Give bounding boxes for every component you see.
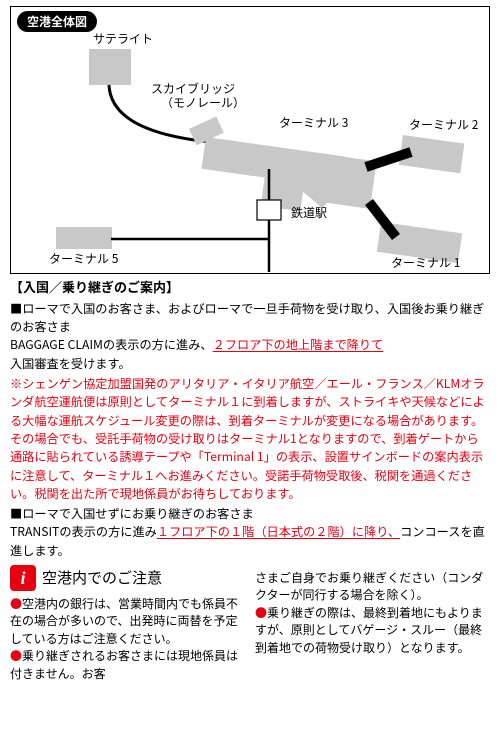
lbl-station: 鉄道駅 <box>291 204 327 221</box>
lbl-t1: ターミナル 1 <box>391 254 460 271</box>
p1-lead: ローマで入国のお客さま、およびローマで一旦手荷物を受け取り、入国後お乗り継ぎのお… <box>10 299 484 335</box>
guide-title: 【入国／乗り継ぎのご案内】 <box>10 278 490 297</box>
p1-body-c: 入国審査を受けます。 <box>10 354 131 372</box>
square-bullet-icon <box>10 299 22 317</box>
caution-right-cont: さまご自身でお乗り継ぎください（コンダクターが同行する場合を除く）。 <box>255 569 490 604</box>
square-bullet-icon <box>10 504 22 522</box>
lbl-satellite: サテライト <box>93 30 153 47</box>
map-title-badge: 空港全体図 <box>17 11 97 32</box>
p1-body-a: BAGGAGE CLAIMの表示の方に進み、 <box>10 335 213 353</box>
map-svg: サテライト スカイブリッジ （モノレール） ターミナル 3 ターミナル 2 鉄道… <box>11 7 489 273</box>
lbl-t5: ターミナル 5 <box>49 250 119 267</box>
schengen-text: ※シェンゲン協定加盟国発のアリタリア・イタリア航空／エール・フランス／KLMオラ… <box>10 374 485 502</box>
info-icon: i <box>10 565 36 591</box>
bullet-icon: ● <box>255 604 267 621</box>
caution-block: i 空港内でのご注意 ●空港内の銀行は、営業時間内でも係員不在の場合が多いので、… <box>10 565 490 682</box>
bullet-icon: ● <box>10 647 22 664</box>
lbl-t2: ターミナル 2 <box>409 116 479 133</box>
caution-left-b1: ●空港内の銀行は、営業時間内でも係員不在の場合が多いので、出発時に両替を予定して… <box>10 595 245 647</box>
bullet-icon: ● <box>10 595 22 612</box>
p2-body-b: １フロア下の１階（日本式の２階）に降り、 <box>157 522 400 540</box>
p2-lead: ローマで入国せずにお乗り継ぎのお客さま <box>22 504 254 522</box>
guide-para-2: ローマで入国せずにお乗り継ぎのお客さま TRANSITの表示の方に進み１フロア下… <box>10 504 490 559</box>
p1-body-b: ２フロア下の地上階まで降りて <box>213 335 384 353</box>
caution-right-b1: ●乗り継ぎの際は、最終到着地にもよりますが、原則としてバゲージ・スルー（最終到着… <box>255 604 490 656</box>
lbl-t3: ターミナル 3 <box>279 114 348 131</box>
airport-map: 空港全体図 サテライト スカイブリッジ （モノレール） <box>10 6 490 274</box>
caution-title: 空港内でのご注意 <box>42 567 162 589</box>
caution-header: i 空港内でのご注意 <box>10 565 245 591</box>
caution-left-col: i 空港内でのご注意 ●空港内の銀行は、営業時間内でも係員不在の場合が多いので、… <box>10 565 245 682</box>
lbl-skybridge-2: （モノレール） <box>161 94 245 111</box>
caution-left-b2: ●乗り継ぎされるお客さまには現地係員は付きません。お客 <box>10 647 245 682</box>
schengen-note: ※シェンゲン協定加盟国発のアリタリア・イタリア航空／エール・フランス／KLMオラ… <box>10 374 490 502</box>
guide-para-1: ローマで入国のお客さま、およびローマで一旦手荷物を受け取り、入国後お乗り継ぎのお… <box>10 299 490 372</box>
caution-right-col: さまご自身でお乗り継ぎください（コンダクターが同行する場合を除く）。 ●乗り継ぎ… <box>255 565 490 682</box>
p2-body-a: TRANSITの表示の方に進み <box>10 522 157 540</box>
